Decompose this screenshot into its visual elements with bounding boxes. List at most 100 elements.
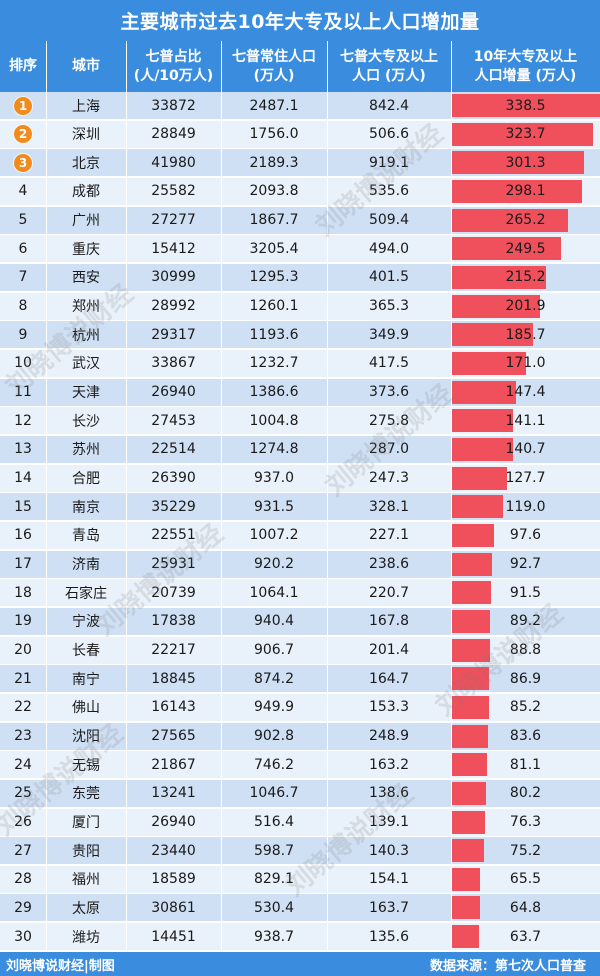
- population-cell: 902.8: [253, 728, 295, 745]
- degree-cell: 201.4: [368, 642, 410, 659]
- degree-cell: 842.4: [368, 97, 410, 114]
- footer-source: 数据来源：第七次人口普查: [429, 958, 586, 974]
- increase-bar: [451, 867, 480, 891]
- increase-bar: [451, 667, 490, 691]
- ratio-cell: 30999: [151, 269, 196, 286]
- city-cell: 宁波: [72, 614, 100, 631]
- rank-cell: 14: [14, 470, 32, 487]
- degree-cell: 154.1: [368, 871, 410, 888]
- degree-cell: 494.0: [368, 240, 410, 257]
- header-increase: 10年大专及以上 人口增量 (万人): [473, 48, 578, 84]
- rank-cell: 10: [14, 355, 32, 372]
- column-divider: [126, 41, 127, 952]
- degree-cell: 220.7: [368, 584, 410, 601]
- table-row: 23 沈阳 27565 902.8 248.9 83.6: [0, 722, 600, 751]
- ratio-cell: 27277: [151, 212, 196, 229]
- ratio-cell: 13241: [151, 785, 196, 802]
- population-cell: 516.4: [253, 814, 295, 830]
- city-cell: 西安: [72, 270, 100, 287]
- city-cell: 长春: [72, 643, 100, 660]
- table-row: 11 天津 26940 1386.6 373.6 147.4: [0, 378, 600, 407]
- increase-bar: [451, 237, 561, 261]
- header-rank: 排序: [9, 58, 37, 74]
- city-cell: 东莞: [72, 786, 100, 803]
- city-cell: 太原: [72, 900, 100, 917]
- increase-bar: [451, 179, 583, 203]
- table-row: 9 杭州 29317 1193.6 349.9 185.7: [0, 321, 600, 350]
- rank-cell: 22: [14, 699, 32, 716]
- increase-bar: [451, 896, 480, 920]
- population-cell: 931.5: [253, 498, 295, 515]
- ratio-cell: 23440: [151, 842, 196, 859]
- rank-cell: 25: [14, 785, 32, 802]
- degree-cell: 275.8: [368, 412, 410, 429]
- table-row: 25 东莞 13241 1046.7 138.6 80.2: [0, 779, 600, 808]
- rank-cell: 20: [14, 642, 32, 659]
- column-divider: [46, 41, 47, 952]
- ratio-cell: 26390: [151, 470, 196, 487]
- degree-cell: 227.1: [368, 527, 410, 544]
- population-cell: 1046.7: [249, 785, 299, 802]
- degree-cell: 163.7: [368, 899, 410, 916]
- rank-cell: 4: [18, 183, 28, 200]
- header-city: 城市: [72, 58, 100, 74]
- degree-cell: 167.8: [368, 613, 410, 630]
- degree-cell: 401.5: [368, 269, 410, 286]
- increase-bar: [451, 552, 492, 576]
- table-row: 18 石家庄 20739 1064.1 220.7 91.5: [0, 579, 600, 608]
- increase-bar: [451, 925, 480, 949]
- increase-bar: [451, 151, 584, 175]
- increase-bar: [451, 208, 568, 232]
- increase-value: 298.1: [505, 183, 546, 200]
- rank-medal-icon: 2: [14, 125, 32, 144]
- increase-value: 140.7: [505, 441, 546, 458]
- city-cell: 厦门: [72, 815, 100, 831]
- increase-bar: [451, 409, 514, 433]
- rank-cell: 29: [14, 899, 32, 916]
- table-row: 30 潍坊 14451 938.7 135.6 63.7: [0, 923, 600, 952]
- increase-value: 338.5: [505, 97, 546, 114]
- city-cell: 济南: [72, 557, 100, 574]
- increase-value: 64.8: [509, 899, 542, 916]
- rank-cell: 5: [18, 212, 28, 229]
- table-row: 7 西安 30999 1295.3 401.5 215.2: [0, 263, 600, 292]
- ratio-cell: 29317: [151, 326, 196, 343]
- table-row: 14 合肥 26390 937.0 247.3 127.7: [0, 464, 600, 493]
- population-cell: 1232.7: [249, 355, 299, 372]
- rank-cell: 1: [0, 92, 46, 119]
- degree-cell: 247.3: [368, 470, 410, 487]
- city-cell: 沈阳: [72, 729, 100, 746]
- table-row: 16 青岛 22551 1007.2 227.1 97.6: [0, 521, 600, 550]
- increase-value: 323.7: [505, 126, 546, 143]
- increase-bar: [451, 839, 485, 863]
- population-cell: 1295.3: [249, 269, 299, 286]
- table-row: 13 苏州 22514 1274.8 287.0 140.7: [0, 435, 600, 464]
- increase-value: 75.2: [509, 842, 542, 859]
- table-row: 4 成都 25582 2093.8 535.6 298.1: [0, 177, 600, 206]
- increase-value: 92.7: [509, 556, 542, 573]
- increase-value: 89.2: [509, 613, 542, 630]
- degree-cell: 163.2: [368, 756, 410, 773]
- population-cell: 874.2: [253, 670, 295, 687]
- rank-medal-icon: 3: [14, 153, 32, 172]
- ratio-cell: 41980: [151, 154, 196, 171]
- increase-bar: [451, 437, 513, 461]
- table-header: 排序 城市 七普占比 (人/10万人) 七普常住人口 (万人) 七普大专及以上 人口 …: [0, 41, 600, 92]
- city-cell: 杭州: [72, 327, 100, 344]
- table-row: 6 重庆 15412 3205.4 494.0 249.5: [0, 235, 600, 264]
- rank-cell: 2: [0, 121, 46, 148]
- city-cell: 深圳: [72, 127, 100, 144]
- degree-cell: 135.6: [368, 928, 410, 945]
- city-cell: 南宁: [72, 671, 100, 688]
- increase-value: 80.2: [509, 785, 542, 802]
- city-cell: 福州: [72, 872, 100, 889]
- degree-cell: 328.1: [368, 498, 410, 515]
- increase-bar: [451, 695, 489, 719]
- rank-cell: 19: [14, 613, 32, 630]
- ratio-cell: 15412: [151, 240, 196, 257]
- increase-bar: [451, 810, 485, 834]
- table-row: 21 南宁 18845 874.2 164.7 86.9: [0, 665, 600, 694]
- population-cell: 949.9: [253, 699, 295, 716]
- population-cell: 2093.8: [249, 183, 299, 200]
- rank-cell: 30: [14, 928, 32, 945]
